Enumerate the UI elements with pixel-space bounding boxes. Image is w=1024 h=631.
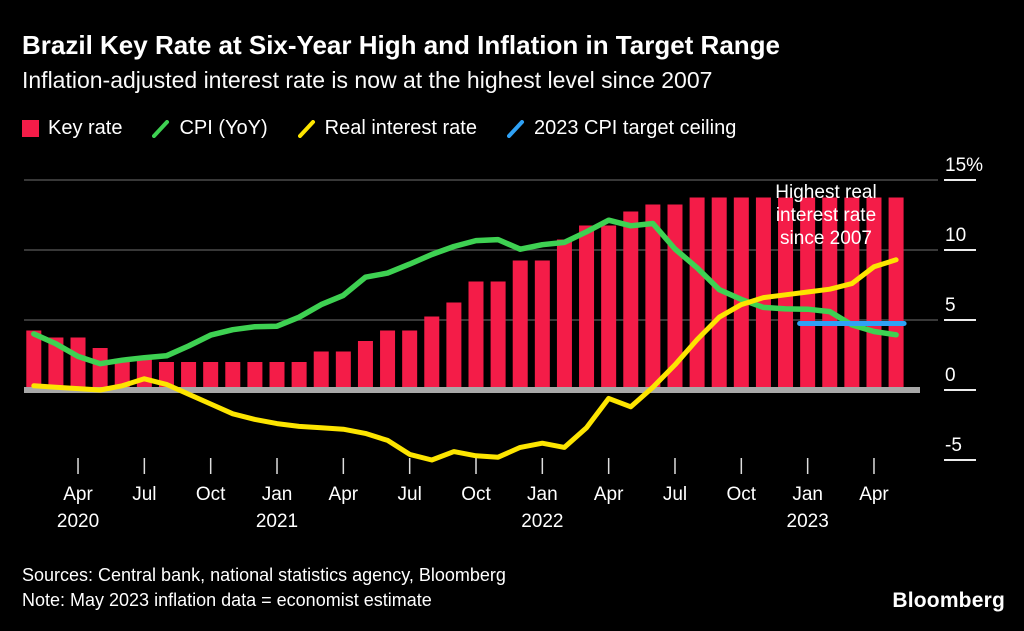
legend-label: CPI (YoY) [179,117,268,139]
x-axis-year-label: 2022 [521,511,563,532]
key-rate-bar [291,362,307,390]
key-rate-bar [181,362,197,390]
x-axis-month-label: Oct [196,484,226,505]
y-axis-label: -5 [945,435,962,456]
x-axis-month-label: Oct [461,484,491,505]
x-axis-month-label: Jan [527,484,558,505]
x-axis-month-label: Oct [727,484,757,505]
x-axis-month-label: Jul [398,484,422,505]
key-rate-bar [203,362,219,390]
x-axis-month-label: Jan [262,484,293,505]
key-rate-bar [380,330,396,390]
y-axis-label: 5 [945,295,956,316]
real-rate-line [31,257,899,463]
key-rate-bar [733,197,749,390]
real-rate-line-swatch-icon [297,119,315,138]
key-rate-bar [269,362,285,390]
key-rate-bar [866,197,882,390]
x-axis-year-label: 2021 [256,511,298,532]
y-axis-label: 15% [945,155,983,176]
key-rate-bar [579,225,595,390]
y-axis-label: 0 [945,365,956,386]
x-axis-year-label: 2020 [57,511,99,532]
key-rate-bar [92,348,108,390]
key-rate-bar [446,302,462,390]
x-axis-month-label: Apr [63,484,93,505]
key-rate-bar [490,281,506,390]
key-rate-bar [424,316,440,390]
page-title: Brazil Key Rate at Six-Year High and Inf… [22,30,781,60]
sources-text: Sources: Central bank, national statisti… [22,565,506,585]
key-rate-bar [645,204,661,390]
key-rate-bar [556,239,572,390]
x-axis-month-label: Jul [663,484,687,505]
y-axis-label: 10 [945,225,966,246]
key-rate-swatch-icon [22,120,39,137]
cpi-target-line-swatch-icon [506,119,524,138]
key-rate-bar [888,197,904,390]
annotation-highest-real-rate: Highest real interest rate since 2007 [775,182,877,249]
key-rate-bar [357,341,373,390]
x-axis-month-label: Apr [329,484,359,505]
key-rate-bar [225,362,241,390]
key-rate-bar [844,197,860,390]
key-rate-bar [247,362,263,390]
key-rate-bar [711,197,727,390]
key-rate-bar [822,197,838,390]
legend-item: Key rate [22,117,122,140]
legend-line-stroke [506,119,524,138]
key-rate-bar [623,211,639,390]
legend-label: Real interest rate [324,117,477,139]
key-rate-bar [512,260,528,390]
key-rate-bar [468,281,484,390]
key-rate-bar [26,330,42,390]
cpi-line-swatch-icon [152,119,170,138]
legend-label: 2023 CPI target ceiling [533,117,737,139]
x-axis-year-label: 2023 [787,511,829,532]
key-rate-bar [48,337,64,390]
key-rate-bar [402,330,418,390]
legend-item: CPI (YoY) [152,117,268,140]
legend-label: Key rate [48,117,123,139]
x-axis-month-label: Apr [594,484,624,505]
legend-line-stroke [152,119,170,138]
legend: Key rate CPI (YoY) Real interest rate 2023 … [22,117,736,140]
legend-line-stroke [297,119,315,138]
x-axis-month-label: Apr [859,484,889,505]
key-rate-bar [313,351,329,390]
note-text: Note: May 2023 inflation data = economis… [22,590,432,610]
key-rate-bar [534,260,550,390]
legend-item: Real interest rate [297,117,477,140]
x-axis-month-label: Jan [792,484,823,505]
page-subtitle: Inflation-adjusted interest rate is now … [22,67,713,93]
key-rate-bar [689,197,705,390]
x-axis-month-label: Jul [132,484,156,505]
key-rate-bar [755,197,771,390]
bloomberg-logo: Bloomberg [892,589,1005,612]
legend-item: 2023 CPI target ceiling [506,117,737,140]
key-rate-bar [136,358,152,390]
key-rate-bar [601,225,617,390]
key-rate-bar [70,337,86,390]
key-rate-bar [335,351,351,390]
